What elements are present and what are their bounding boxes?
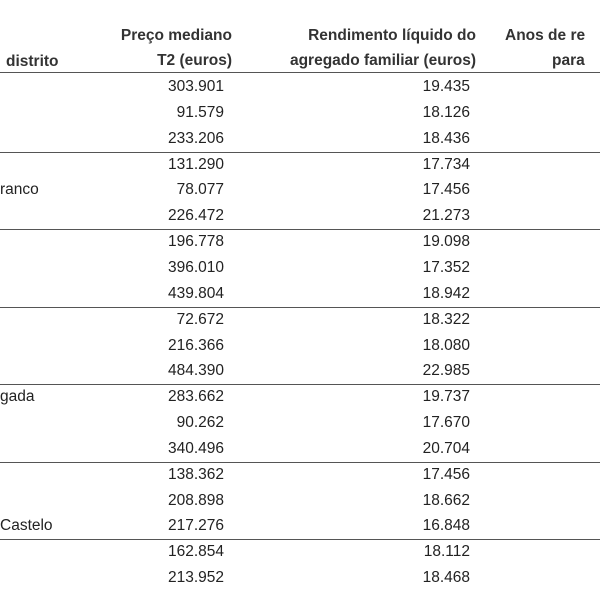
group-rule — [0, 306, 600, 308]
income-cell: 17.670 — [422, 414, 470, 432]
price-cell: 196.778 — [167, 233, 224, 251]
income-cell: 19.435 — [422, 78, 470, 95]
price-cell: 131.290 — [167, 155, 224, 173]
income-cell: 19.098 — [422, 233, 470, 251]
group-rule — [0, 539, 600, 541]
group-rule — [0, 151, 600, 153]
price-cell: 439.804 — [167, 284, 224, 302]
income-cell: 18.942 — [422, 284, 470, 302]
header-price: Preço mediano — [120, 27, 232, 44]
price-cell: 303.901 — [167, 78, 224, 95]
price-cell: 91.579 — [176, 103, 224, 121]
header-price: T2 (euros) — [157, 52, 232, 69]
income-cell: 18.322 — [422, 310, 470, 328]
header-rule — [0, 72, 600, 73]
region-label: gada — [0, 388, 35, 406]
income-cell: 18.126 — [422, 103, 470, 121]
price-cell: 396.010 — [167, 258, 224, 276]
price-cell: 226.472 — [167, 207, 224, 225]
header-income: Rendimento líquido do — [308, 27, 476, 44]
price-cell: 283.662 — [167, 388, 224, 406]
income-cell: 17.456 — [422, 181, 470, 199]
group-rule — [0, 384, 600, 386]
income-cell: 17.734 — [422, 155, 470, 173]
income-cell: 18.436 — [422, 129, 470, 147]
income-cell: 18.468 — [422, 569, 470, 587]
income-cell: 17.456 — [422, 465, 470, 483]
income-cell: 18.662 — [422, 491, 470, 509]
income-cell: 17.352 — [422, 258, 470, 276]
price-cell: 340.496 — [167, 439, 224, 457]
header-region: distrito — [6, 53, 59, 70]
price-cell: 208.898 — [167, 491, 224, 509]
price-cell: 216.366 — [167, 336, 224, 354]
region-label: ranco — [0, 181, 39, 199]
income-cell: 21.273 — [422, 207, 470, 225]
price-cell: 213.952 — [167, 569, 224, 587]
price-cell: 78.077 — [176, 181, 224, 199]
group-rule — [0, 461, 600, 463]
price-cell: 233.206 — [167, 129, 224, 147]
income-cell: 20.704 — [422, 439, 470, 457]
header-years: para — [552, 52, 585, 69]
header-income: agregado familiar (euros) — [289, 52, 476, 69]
income-cell: 18.112 — [423, 543, 470, 561]
region-label: Castelo — [0, 517, 53, 535]
income-cell: 16.848 — [422, 517, 470, 535]
price-cell: 90.262 — [176, 414, 224, 432]
income-cell: 22.985 — [422, 362, 470, 380]
income-cell: 18.080 — [422, 336, 470, 354]
price-cell: 162.854 — [167, 543, 224, 561]
price-cell: 138.362 — [167, 465, 224, 483]
group-rule — [0, 229, 600, 231]
income-cell: 19.737 — [422, 388, 470, 406]
price-cell: 484.390 — [167, 362, 224, 380]
price-cell: 217.276 — [167, 517, 224, 535]
price-cell: 72.672 — [176, 310, 224, 328]
header-years: Anos de re — [505, 27, 586, 44]
